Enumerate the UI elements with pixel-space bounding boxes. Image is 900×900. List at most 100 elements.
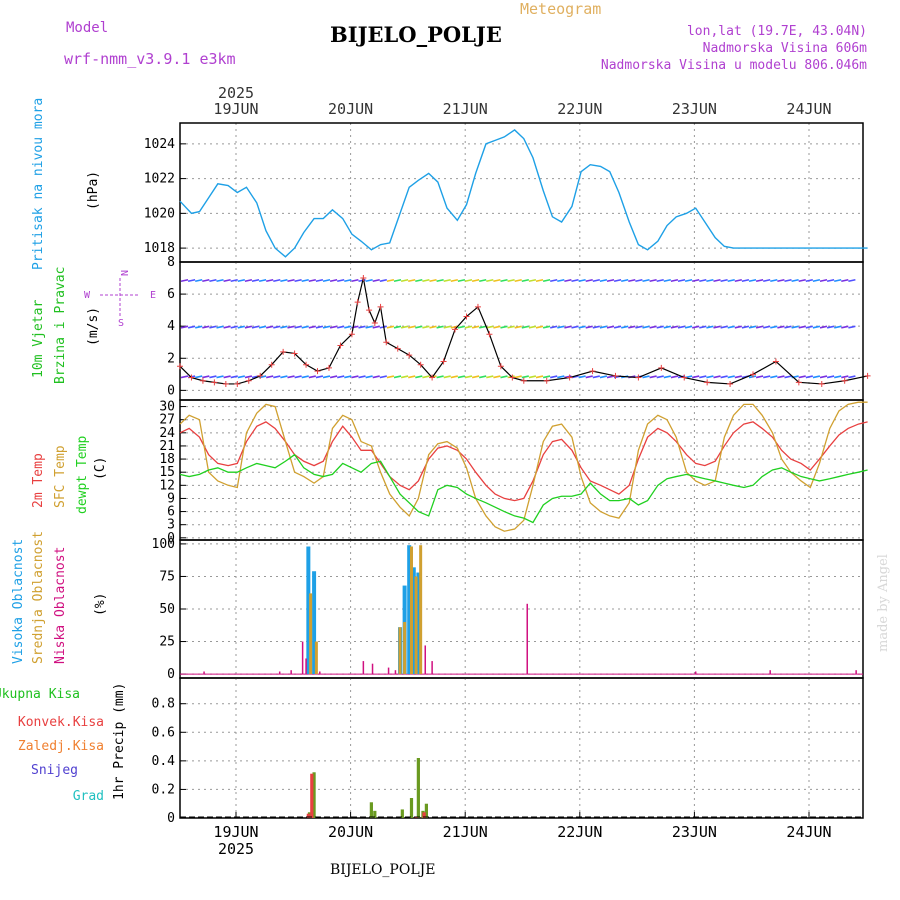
wind-barb xyxy=(180,278,189,283)
cloud-bar-1 xyxy=(414,576,418,675)
wind-barb xyxy=(649,278,657,283)
wind-barb xyxy=(763,278,771,283)
y-tick-label: 24 xyxy=(159,426,175,441)
wind-barb xyxy=(734,325,742,329)
meteogram-title: Meteogram xyxy=(520,0,602,18)
wind-barb xyxy=(400,278,409,283)
wind-barb xyxy=(763,325,771,329)
y-tick-label: 0 xyxy=(167,383,175,398)
wind-barb xyxy=(266,278,274,283)
wind-barb xyxy=(450,278,458,283)
wind-gust-marker xyxy=(234,380,241,387)
wind-barb xyxy=(436,325,444,329)
wind-barb xyxy=(748,325,757,329)
cloud-bar-0 xyxy=(411,567,416,675)
y-tick-label: 50 xyxy=(159,602,175,617)
wind-barb xyxy=(528,325,537,329)
wind-barb xyxy=(344,278,352,283)
pressure-ylabel: (hPa) xyxy=(86,171,101,210)
wind-gust-marker xyxy=(199,377,206,384)
bottom-axis-label: 22JUN xyxy=(557,823,602,841)
wind-barb xyxy=(457,375,466,379)
wind-barb xyxy=(180,375,189,379)
y-tick-label: 8 xyxy=(167,255,175,270)
wind-barb xyxy=(486,278,494,283)
temp-ylabel: (C) xyxy=(93,457,108,480)
cloud-bar-0 xyxy=(407,545,412,675)
wind-barb xyxy=(542,278,551,283)
wind-barb xyxy=(606,278,615,283)
wind-barb xyxy=(621,325,629,329)
wind-barb xyxy=(791,278,799,283)
top-axis-label: 23JUN xyxy=(672,100,717,118)
wind-barb xyxy=(763,375,771,379)
wind-barb xyxy=(699,278,707,283)
wind-gust-marker xyxy=(864,372,871,379)
precip-bar-0 xyxy=(373,810,377,818)
wind-barb xyxy=(251,325,260,329)
wind-barb xyxy=(195,278,203,283)
wind-barb xyxy=(393,278,402,283)
cloud-bar-1 xyxy=(398,627,402,675)
cloud-bar-2 xyxy=(855,670,857,675)
wind-barb xyxy=(677,278,686,283)
compass-s: S xyxy=(118,318,124,329)
wind-gust-marker xyxy=(291,350,298,357)
wind-gust-marker xyxy=(635,374,642,381)
wind-barb xyxy=(834,375,842,379)
wind-barb xyxy=(223,375,231,379)
wind-barb xyxy=(457,278,466,283)
wind-barb xyxy=(841,375,849,379)
y-tick-label: 75 xyxy=(159,569,175,584)
precip-bar-0 xyxy=(409,798,414,818)
wind-barb xyxy=(557,325,565,329)
wind-barb xyxy=(365,325,373,329)
wind-barb xyxy=(294,278,302,283)
wind-barb xyxy=(372,278,380,283)
wind-barb xyxy=(585,278,593,283)
wind-barb xyxy=(244,278,253,283)
compass-n: N xyxy=(118,270,129,276)
cloud-bar-0 xyxy=(312,571,317,675)
wind-gust-marker xyxy=(383,339,390,346)
y-tick-label: 4 xyxy=(167,319,175,334)
wind-barb xyxy=(514,278,522,283)
wind-barb xyxy=(550,375,558,379)
wind-barb xyxy=(670,325,679,329)
wind-barb xyxy=(819,278,828,283)
wind-gust-marker xyxy=(795,379,802,386)
wind-barb xyxy=(550,278,558,283)
wind-barb xyxy=(720,278,728,283)
bottom-axis-label: 19JUN xyxy=(213,823,258,841)
precip-title-3: Snijeg xyxy=(31,763,78,778)
wind-barb xyxy=(187,278,196,283)
y-tick-label: 15 xyxy=(159,465,175,480)
wind-barb xyxy=(386,375,395,379)
wind-title-2: Brzina i Pravac xyxy=(53,267,68,384)
top-axis-year: 2025 xyxy=(218,84,254,102)
wind-barb xyxy=(294,325,302,329)
wind-barb xyxy=(408,325,416,329)
temp-series-1 xyxy=(179,401,868,532)
wind-barb xyxy=(344,325,352,329)
y-tick-label: 6 xyxy=(167,505,175,520)
wind-barb xyxy=(514,375,522,379)
bottom-axis-label: 20JUN xyxy=(328,823,373,841)
wind-barb xyxy=(322,278,331,283)
wind-barb xyxy=(777,278,785,283)
cloud-bar-2 xyxy=(290,670,292,675)
wind-barb xyxy=(209,278,217,283)
wind-barb xyxy=(500,375,508,379)
wind-barb xyxy=(592,278,600,283)
wind-gust-marker xyxy=(612,372,619,379)
wind-gust-marker xyxy=(543,377,550,384)
wind-barb xyxy=(557,278,565,283)
wind-barb xyxy=(521,278,529,283)
wind-barb xyxy=(258,278,267,283)
wind-barb xyxy=(187,325,196,329)
model-label: Model xyxy=(66,20,109,36)
wind-barb xyxy=(734,375,742,379)
wind-title-1: 10m Vjetar xyxy=(31,300,46,378)
wind-barb xyxy=(770,325,778,329)
precip-bar-0 xyxy=(369,802,373,818)
